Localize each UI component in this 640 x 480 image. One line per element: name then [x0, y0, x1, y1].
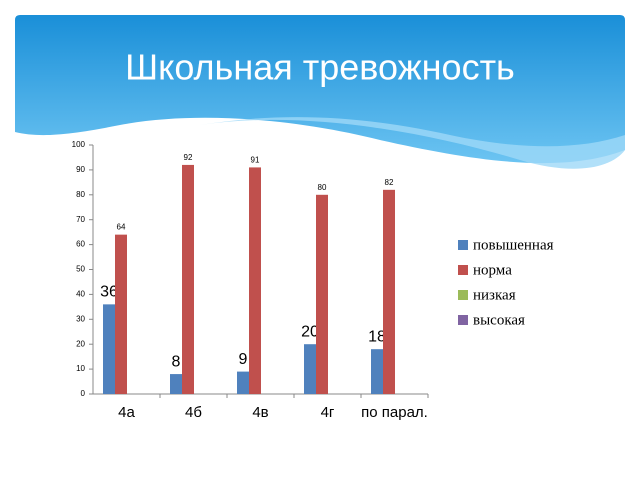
y-tick-label: 80 — [76, 190, 85, 199]
x-tick-label: по парал. — [361, 404, 428, 421]
x-tick-label: 4а — [118, 404, 135, 421]
legend-label: норма — [473, 262, 512, 278]
legend-label: низкая — [473, 287, 516, 303]
header-wave — [200, 117, 625, 169]
bar — [304, 344, 316, 394]
y-tick-label: 10 — [76, 364, 85, 373]
x-tick-label: 4б — [185, 404, 202, 421]
legend-label: высокая — [473, 312, 525, 328]
bar — [316, 194, 328, 394]
y-tick-label: 90 — [76, 165, 85, 174]
bar — [115, 234, 127, 394]
slide-title: Школьная тревожность — [125, 47, 515, 88]
legend-label: повышенная — [473, 237, 554, 253]
y-tick-label: 60 — [76, 240, 85, 249]
bar — [371, 349, 383, 394]
bar — [383, 189, 395, 394]
bar — [249, 167, 261, 394]
legend-swatch — [458, 290, 468, 300]
data-label: 9 — [239, 351, 248, 368]
data-label: 36 — [100, 284, 118, 301]
legend-swatch — [458, 240, 468, 250]
data-label: 20 — [301, 323, 319, 340]
y-tick-label: 50 — [76, 265, 85, 274]
bar — [170, 374, 182, 394]
bar — [237, 371, 249, 394]
y-tick-label: 20 — [76, 339, 85, 348]
bar — [182, 164, 194, 394]
y-tick-label: 30 — [76, 314, 85, 323]
legend-swatch — [458, 315, 468, 325]
bar — [103, 304, 115, 394]
y-tick-label: 100 — [72, 140, 86, 149]
y-tick-label: 70 — [76, 215, 85, 224]
data-label: 8 — [172, 353, 181, 370]
data-label: 64 — [117, 223, 126, 232]
x-tick-label: 4в — [252, 404, 268, 421]
y-tick-label: 40 — [76, 290, 85, 299]
legend-swatch — [458, 265, 468, 275]
data-label: 82 — [385, 178, 394, 187]
data-label: 18 — [368, 328, 386, 345]
y-tick-label: 0 — [81, 389, 86, 398]
header-band — [15, 15, 625, 164]
data-label: 91 — [251, 156, 260, 165]
x-tick-label: 4г — [321, 404, 335, 421]
data-label: 80 — [318, 183, 327, 192]
data-label: 92 — [184, 153, 193, 162]
